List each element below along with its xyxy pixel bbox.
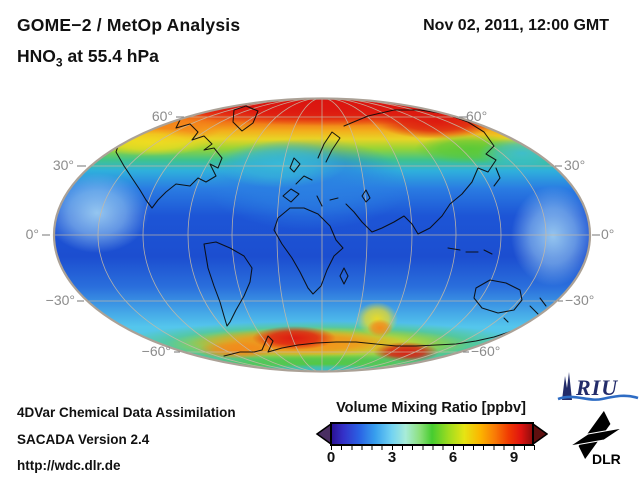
map-data-layer xyxy=(54,98,590,372)
lat-ticks xyxy=(42,116,600,353)
colorbar-label-9: 9 xyxy=(509,449,519,466)
riu-logo: RIU xyxy=(557,372,639,401)
colorbar-label-3: 3 xyxy=(387,449,397,466)
footer-line-assimilation: 4DVar Chemical Data Assimilation xyxy=(17,405,236,420)
footer-line-url: http://wdc.dlr.de xyxy=(17,458,121,473)
molecule-subscript: 3 xyxy=(55,55,63,70)
riu-logo-text: RIU xyxy=(575,375,618,400)
colorbar-minor-ticks xyxy=(331,445,535,450)
colorbar-title: Volume Mixing Ratio [ppbv] xyxy=(336,400,526,416)
lat-label-right-m30: −30° xyxy=(565,292,594,308)
riu-spire-icon xyxy=(562,372,572,400)
lat-label-left-60: 60° xyxy=(152,108,173,124)
colorbar-left-arrow-icon xyxy=(315,422,332,446)
dlr-star-icon xyxy=(569,409,623,461)
page-subtitle: HNO3 at 55.4 hPa xyxy=(17,46,159,70)
footer-line-version: SACADA Version 2.4 xyxy=(17,432,150,447)
colorbar-right-arrow-icon xyxy=(532,422,548,446)
lat-label-left-30: 30° xyxy=(53,157,74,173)
lat-label-right-m60: −60° xyxy=(471,343,500,359)
lat-label-right-60: 60° xyxy=(466,108,487,124)
lat-label-left-0: 0° xyxy=(26,226,39,242)
colorbar xyxy=(315,422,548,446)
molecule-label: HNO xyxy=(17,46,56,66)
riu-wave-icon xyxy=(557,394,639,401)
dlr-logo-text: DLR xyxy=(592,451,621,467)
lat-label-right-30: 30° xyxy=(564,157,585,173)
datetime-label: Nov 02, 2011, 12:00 GMT xyxy=(423,17,609,34)
lat-label-right-0: 0° xyxy=(601,226,614,242)
colorbar-body xyxy=(330,422,534,446)
pressure-level-label: at 55.4 hPa xyxy=(62,46,159,66)
colorbar-label-0: 0 xyxy=(326,449,336,466)
page-title: GOME−2 / MetOp Analysis xyxy=(17,15,241,35)
lat-label-left-m30: −30° xyxy=(46,292,75,308)
colorbar-label-6: 6 xyxy=(448,449,458,466)
dlr-logo: DLR xyxy=(569,409,623,467)
lat-label-left-m60: −60° xyxy=(142,343,171,359)
lat-labels: 60° 30° 0° −30° −60° 60° 30° 0° −30° −60… xyxy=(26,108,615,359)
map-rim xyxy=(52,97,592,373)
